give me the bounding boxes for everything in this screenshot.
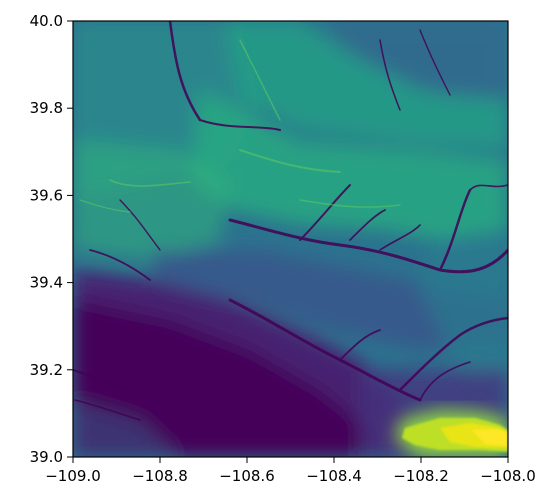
elevation-raster <box>73 20 508 457</box>
x-tick-label: −108.0 <box>480 467 536 485</box>
y-tick-label: 39.8 <box>30 99 63 117</box>
y-tick-label: 39.2 <box>30 361 63 379</box>
x-tick-label: −108.4 <box>306 467 362 485</box>
x-tick-label: −108.8 <box>132 467 188 485</box>
y-tick-label: 39.0 <box>30 448 63 466</box>
x-tick-label: −109.0 <box>45 467 101 485</box>
x-tick-label: −108.6 <box>219 467 275 485</box>
x-axis: −109.0 −108.8 −108.6 −108.4 −108.2 −108.0 <box>45 457 536 485</box>
x-tick-label: −108.2 <box>393 467 449 485</box>
y-tick-label: 40.0 <box>30 12 63 30</box>
y-axis: 39.0 39.2 39.4 39.6 39.8 40.0 <box>30 12 73 466</box>
y-tick-label: 39.4 <box>30 274 63 292</box>
y-tick-label: 39.6 <box>30 186 63 204</box>
